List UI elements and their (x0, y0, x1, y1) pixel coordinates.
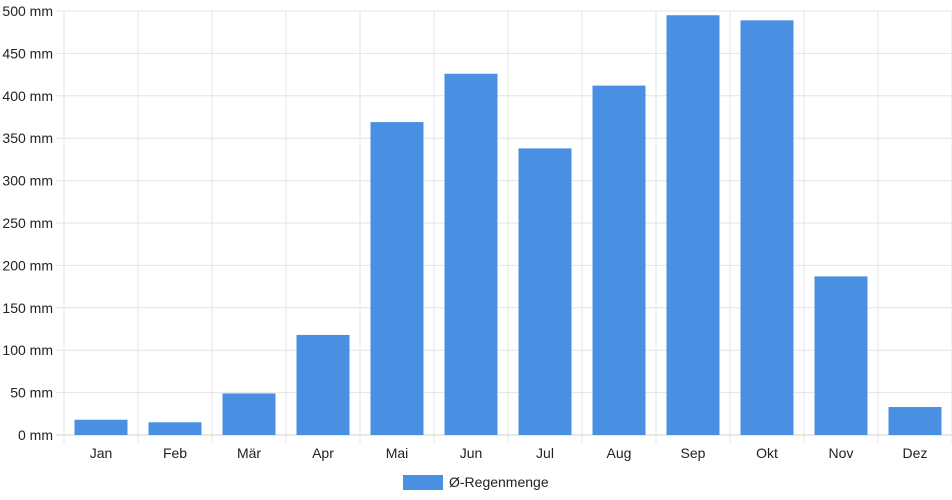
bar-series (74, 15, 942, 436)
y-tick-label: 100 mm (2, 342, 53, 358)
bar-okt[interactable] (740, 20, 794, 435)
y-tick-label: 250 mm (2, 215, 53, 231)
x-axis: Jan Feb Mär Apr Mai Jun Jul Aug Sep Okt Nov Dez (90, 445, 928, 461)
y-tick-label: 350 mm (2, 130, 53, 146)
y-axis: 0 mm 50 mm 100 mm 150 mm 200 mm 250 mm 300 mm 3… (2, 3, 53, 443)
x-tick-label: Nov (829, 445, 854, 461)
x-tick-label: Dez (903, 445, 928, 461)
legend-swatch[interactable] (403, 475, 443, 490)
bar-jul[interactable] (518, 148, 572, 435)
bar-dez[interactable] (888, 407, 942, 435)
legend-label[interactable]: Ø-Regenmenge (449, 474, 549, 490)
legend[interactable]: Ø-Regenmenge (403, 474, 549, 490)
bar-mai[interactable] (370, 122, 424, 435)
bar-jan[interactable] (74, 419, 128, 435)
y-tick-label: 450 mm (2, 45, 53, 61)
bar-apr[interactable] (296, 334, 350, 435)
x-tick-label: Jul (536, 445, 554, 461)
x-tick-label: Okt (756, 445, 778, 461)
bar-aug[interactable] (592, 85, 646, 436)
x-tick-label: Feb (163, 445, 187, 461)
bar-jun[interactable] (444, 73, 498, 435)
x-tick-label: Apr (312, 445, 334, 461)
chart-grid (56, 10, 952, 443)
x-tick-label: Jan (90, 445, 113, 461)
x-tick-label: Mai (386, 445, 409, 461)
y-tick-label: 0 mm (18, 427, 53, 443)
y-tick-label: 50 mm (10, 385, 53, 401)
y-tick-label: 200 mm (2, 257, 53, 273)
bar-feb[interactable] (148, 422, 202, 435)
x-tick-label: Sep (681, 445, 706, 461)
x-tick-label: Mär (237, 445, 261, 461)
y-tick-label: 150 mm (2, 300, 53, 316)
bar-mär[interactable] (222, 393, 276, 435)
bar-sep[interactable] (666, 15, 720, 436)
y-tick-label: 300 mm (2, 173, 53, 189)
x-tick-label: Jun (460, 445, 483, 461)
x-tick-label: Aug (607, 445, 632, 461)
bar-nov[interactable] (814, 276, 868, 435)
y-tick-label: 500 mm (2, 3, 53, 19)
y-tick-label: 400 mm (2, 88, 53, 104)
